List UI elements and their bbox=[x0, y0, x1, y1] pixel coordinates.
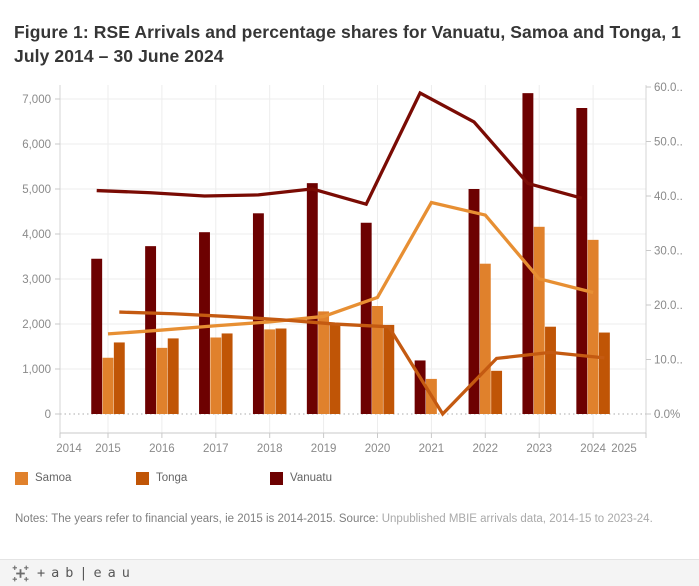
left-axis-label-5000: 5,000 bbox=[22, 184, 51, 196]
bar-tonga-2019[interactable] bbox=[329, 323, 341, 414]
bar-vanuatu-2020[interactable] bbox=[360, 222, 372, 414]
right-axis-label-10: 10.0.. bbox=[654, 355, 683, 367]
bar-vanuatu-2024[interactable] bbox=[576, 108, 588, 414]
left-axis-label-1000: 1,000 bbox=[22, 364, 51, 376]
bar-vanuatu-2022[interactable] bbox=[468, 189, 480, 414]
x-axis-label-2018: 2018 bbox=[257, 443, 283, 455]
x-axis-label-2016: 2016 bbox=[149, 443, 175, 455]
legend-item-tonga[interactable]: Tonga bbox=[136, 470, 187, 486]
left-axis-label-4000: 4,000 bbox=[22, 229, 51, 241]
chart-plot-area: 0 1,000 2,000 3,000 4,000 5,000 6,000 7,000 0.0%… bbox=[22, 82, 683, 455]
line-vanuatu-share[interactable] bbox=[96, 90, 583, 207]
bar-vanuatu-2015[interactable] bbox=[91, 258, 103, 414]
x-axis-label-2021: 2021 bbox=[419, 443, 445, 455]
legend-swatch-vanuatu bbox=[270, 471, 283, 485]
bar-samoa-2020[interactable] bbox=[372, 306, 383, 414]
left-axis-label-0: 0 bbox=[45, 409, 51, 421]
legend-label-samoa: Samoa bbox=[35, 472, 72, 484]
legend-swatch-samoa bbox=[15, 471, 28, 485]
left-axis-label-6000: 6,000 bbox=[22, 139, 51, 151]
bar-samoa-2023[interactable] bbox=[533, 226, 545, 414]
legend-item-vanuatu[interactable]: Vanuatu bbox=[270, 470, 332, 486]
legend-label-tonga: Tonga bbox=[156, 472, 188, 484]
legend-label-vanuatu: Vanuatu bbox=[290, 472, 332, 484]
bar-tonga-2020[interactable] bbox=[383, 324, 395, 414]
bar-vanuatu-2019[interactable] bbox=[306, 183, 318, 414]
bar-vanuatu-2023[interactable] bbox=[522, 93, 534, 415]
tableau-wordmark: +ab|eau bbox=[37, 565, 136, 581]
legend-swatch-tonga bbox=[136, 471, 149, 485]
x-axis-label-2015: 2015 bbox=[95, 443, 121, 455]
legend: Samoa Tonga Vanuatu bbox=[0, 470, 699, 492]
line-tonga-share[interactable] bbox=[119, 310, 605, 417]
left-axis-label-7000: 7,000 bbox=[22, 94, 51, 106]
right-axis-label-60: 60.0.. bbox=[654, 82, 683, 94]
right-axis-label-40: 40.0.. bbox=[654, 191, 683, 203]
right-axis-label-50: 50.0.. bbox=[654, 137, 683, 149]
x-axis-label-2017: 2017 bbox=[203, 443, 229, 455]
left-axis-label-3000: 3,000 bbox=[22, 274, 51, 286]
x-axis-label-2024: 2024 bbox=[580, 443, 606, 455]
bar-tonga-2022[interactable] bbox=[491, 370, 503, 414]
bar-samoa-2017[interactable] bbox=[210, 337, 222, 415]
bar-samoa-2015[interactable] bbox=[102, 357, 114, 414]
bar-vanuatu-2018[interactable] bbox=[252, 213, 264, 414]
bar-tonga-2015[interactable] bbox=[113, 342, 125, 414]
bar-tonga-2018[interactable] bbox=[275, 328, 287, 415]
bar-tonga-2023[interactable] bbox=[545, 326, 556, 414]
x-axis-label-2023: 2023 bbox=[526, 443, 552, 455]
line-samoa-share[interactable] bbox=[107, 200, 594, 336]
right-axis-label-30: 30.0.. bbox=[654, 246, 683, 258]
tableau-footer-bar: +ab|eau bbox=[0, 559, 699, 586]
tableau-mark-icon bbox=[12, 565, 29, 581]
right-axis-label-0: 0.0% bbox=[654, 409, 680, 421]
bar-vanuatu-2021[interactable] bbox=[414, 360, 426, 414]
bar-samoa-2018[interactable] bbox=[264, 329, 276, 414]
right-axis-label-20: 20.0.. bbox=[654, 300, 683, 312]
bar-samoa-2024[interactable] bbox=[587, 239, 599, 414]
source-text: Unpublished MBIE arrivals data, 2014-15 … bbox=[381, 513, 653, 525]
bar-vanuatu-2017[interactable] bbox=[199, 232, 210, 414]
tableau-logo[interactable]: +ab|eau bbox=[12, 565, 136, 582]
bar-samoa-2019[interactable] bbox=[318, 311, 330, 414]
chart-title: Figure 1: RSE Arrivals and percentage sh… bbox=[14, 21, 681, 66]
x-axis-label-2019: 2019 bbox=[311, 443, 337, 455]
x-axis-label-2025: 2025 bbox=[611, 443, 637, 455]
notes-text: Notes: The years refer to financial year… bbox=[15, 513, 382, 525]
left-axis-label-2000: 2,000 bbox=[22, 319, 51, 331]
legend-item-samoa[interactable]: Samoa bbox=[15, 470, 71, 486]
x-axis-label-2014: 2014 bbox=[56, 443, 82, 455]
bar-samoa-2022[interactable] bbox=[479, 263, 491, 414]
bar-tonga-2024[interactable] bbox=[598, 332, 610, 414]
bar-tonga-2016[interactable] bbox=[167, 338, 179, 414]
notes-caption: Notes: The years refer to financial year… bbox=[15, 511, 683, 529]
bar-tonga-2017[interactable] bbox=[221, 333, 233, 414]
x-axis-label-2022: 2022 bbox=[473, 443, 499, 455]
x-axis-label-2020: 2020 bbox=[365, 443, 391, 455]
bar-samoa-2016[interactable] bbox=[156, 347, 168, 414]
